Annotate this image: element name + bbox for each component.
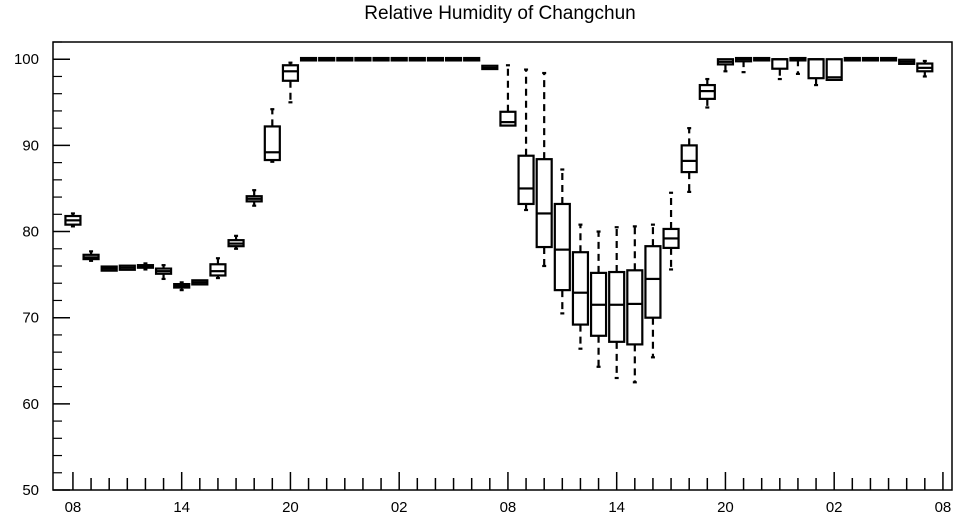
box [209, 263, 227, 277]
x-tick-label: 14 [173, 499, 190, 516]
box [825, 58, 843, 82]
chart-title: Relative Humidity of Changchun [364, 3, 636, 24]
x-tick-label: 14 [608, 499, 625, 516]
x-tick-label: 08 [500, 499, 517, 516]
y-tick-label: 70 [22, 310, 39, 327]
y-tick-label: 50 [22, 482, 39, 499]
x-tick-label: 20 [717, 499, 734, 516]
plot-frame [52, 41, 953, 491]
box [263, 125, 281, 162]
y-tick-label: 60 [22, 396, 39, 413]
box [499, 110, 517, 127]
x-tick-label: 20 [282, 499, 299, 516]
box [771, 58, 789, 70]
x-tick-label: 02 [826, 499, 843, 516]
box [571, 251, 590, 326]
box [281, 64, 300, 82]
y-tick-label: 80 [22, 224, 39, 241]
box [553, 202, 571, 292]
y-tick-label: 90 [22, 137, 39, 154]
x-tick-label: 08 [935, 499, 952, 516]
box [608, 270, 626, 343]
box [517, 154, 535, 206]
box [535, 158, 553, 249]
y-tick-label: 100 [14, 51, 39, 68]
box [807, 58, 825, 80]
box [644, 245, 662, 319]
x-tick-label: 08 [65, 499, 82, 516]
box [680, 144, 698, 174]
x-tick-label: 02 [391, 499, 408, 516]
box [626, 269, 644, 346]
